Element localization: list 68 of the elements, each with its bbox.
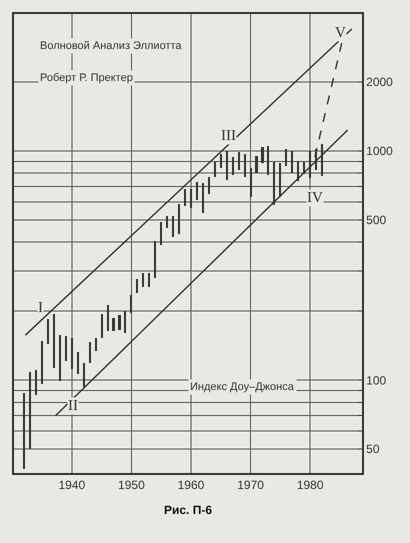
- text: Волновой Анализ Эллиотта: [40, 40, 182, 52]
- bar: [101, 314, 103, 338]
- bar: [190, 189, 192, 208]
- bar: [172, 216, 174, 237]
- bar: [238, 152, 240, 170]
- bar: [124, 311, 126, 333]
- bar: [226, 151, 228, 180]
- x-tick-label: 1980: [296, 478, 324, 492]
- y-tick-label: 50: [366, 442, 380, 456]
- bar: [267, 146, 269, 175]
- bar: [160, 222, 162, 245]
- bar: [214, 162, 216, 177]
- bar: [178, 204, 180, 234]
- bar: [261, 147, 264, 163]
- bar: [53, 314, 55, 368]
- x-tick-label: 1970: [237, 478, 264, 492]
- bar: [285, 149, 287, 166]
- y-tick-label: 500: [366, 213, 386, 228]
- annotation: V: [335, 25, 346, 41]
- bar: [71, 338, 73, 369]
- bar: [23, 393, 25, 469]
- bar: [148, 273, 150, 287]
- x-tick-label: 1940: [58, 478, 86, 492]
- bar: [59, 335, 61, 381]
- bar: [77, 352, 79, 374]
- text: Рис. П-6: [164, 503, 212, 517]
- bar: [196, 182, 198, 200]
- bar: [136, 279, 138, 293]
- bar: [95, 338, 97, 351]
- bar: [202, 183, 204, 213]
- bar: [166, 216, 168, 228]
- bar: [255, 156, 258, 173]
- y-tick-label: 1000: [366, 144, 394, 158]
- bar: [309, 151, 311, 178]
- annotation: III: [221, 128, 236, 144]
- annotation: I: [38, 300, 43, 316]
- bar: [154, 241, 156, 278]
- bar: [35, 370, 37, 395]
- x-tick-label: 1950: [118, 478, 146, 492]
- text: Роберт Р. Пректер: [40, 72, 133, 84]
- x-tick-label: 1960: [178, 478, 205, 492]
- bar: [297, 161, 299, 181]
- bar: [184, 189, 186, 206]
- annotation: IV: [307, 190, 323, 206]
- y-tick-label: 100: [366, 373, 386, 388]
- bar: [41, 341, 43, 384]
- bar: [232, 157, 234, 175]
- bar: [208, 177, 210, 194]
- bar: [47, 319, 49, 344]
- bar: [89, 342, 91, 363]
- bar: [130, 295, 132, 313]
- bar: [107, 305, 109, 331]
- bar: [250, 168, 252, 197]
- annotation: Индекс Доу–Джонса: [190, 381, 295, 393]
- bar: [65, 336, 67, 361]
- bar: [29, 372, 31, 449]
- bar: [321, 144, 323, 176]
- bar: [112, 318, 115, 331]
- annotation: II: [68, 398, 78, 414]
- bar: [142, 273, 144, 287]
- y-tick-label: 2000: [366, 75, 394, 90]
- bar: [83, 363, 85, 387]
- bar: [220, 154, 222, 168]
- bar: [279, 163, 281, 197]
- bar: [273, 162, 275, 205]
- bar: [291, 151, 293, 173]
- bar: [118, 315, 121, 330]
- bar: [244, 154, 246, 177]
